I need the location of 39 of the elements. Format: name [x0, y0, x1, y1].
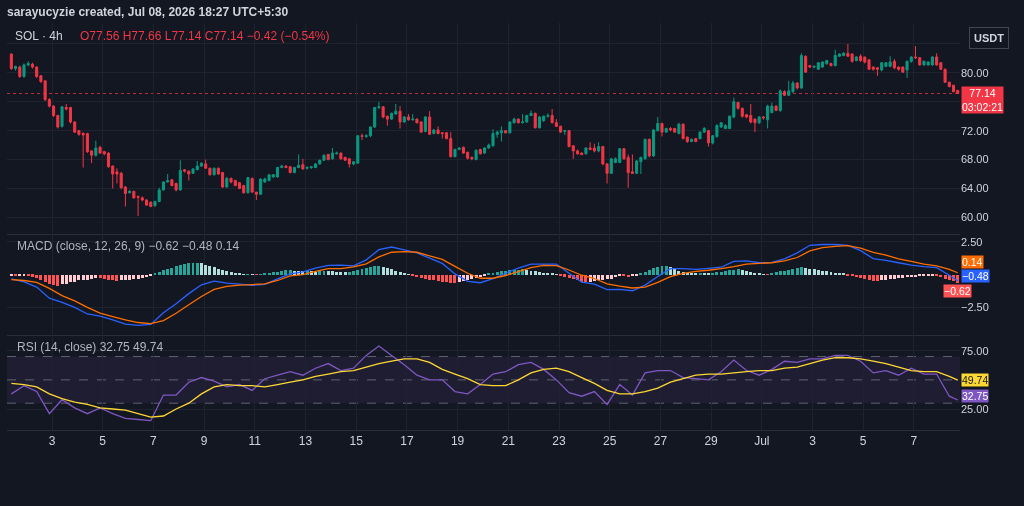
data-label: 32.75 [962, 390, 989, 402]
x-tick-label: 5 [859, 434, 867, 449]
x-tick-label: 19 [450, 434, 465, 449]
data-label: 0.14 [962, 256, 983, 268]
annotation: MACD (close, 12, 26, 9) −0.62 −0.48 0.14 [17, 239, 240, 253]
data-label: 49.74 [962, 374, 989, 386]
x-tick-label: 5 [99, 434, 107, 449]
y-tick-label: 60.00 [961, 211, 989, 224]
x-tick-label: 17 [400, 434, 414, 449]
text: sarayucyzie created, Jul 08, 2026 18:27 UTC+5:30 [7, 5, 289, 19]
y-tick-label: 68.00 [961, 153, 989, 166]
x-tick-label: 21 [501, 434, 516, 449]
x-tick-label: 7 [910, 434, 918, 449]
x-tick-label: 23 [552, 434, 566, 449]
x-tick-label: 3 [809, 434, 817, 449]
x-tick-label: Jul [754, 434, 770, 449]
y-tick-label: 2.50 [961, 235, 983, 248]
x-tick-label: 9 [200, 434, 208, 449]
x-tick-label: 11 [248, 434, 262, 449]
text: SOL · 4h [15, 29, 63, 44]
data-label: −0.62 [944, 285, 971, 297]
y-tick-label: 64.00 [961, 182, 989, 195]
annotation: RSI (14, close) 32.75 49.74 [17, 340, 164, 354]
y-tick-label: 80.00 [961, 66, 989, 79]
y-axis-title: USDT [974, 32, 1005, 44]
x-tick-label: 25 [603, 434, 617, 449]
y-tick-label: 25.00 [961, 402, 989, 415]
x-tick-label: 3 [48, 434, 56, 449]
text: O77.56 H77.66 L77.14 C77.14 −0.42 (−0.54%) [80, 29, 330, 43]
x-tick-label: 15 [349, 434, 364, 449]
y-tick-label: 72.00 [961, 124, 989, 137]
y-tick-label: −2.50 [961, 301, 989, 314]
ref-line-label: 77.14 03:02:21 [962, 87, 1004, 113]
data-label: −0.48 [962, 270, 989, 282]
x-tick-label: 27 [653, 434, 668, 449]
x-tick-label: 29 [704, 434, 719, 449]
y-tick-label: 75.00 [961, 344, 989, 357]
x-tick-label: 7 [150, 434, 158, 449]
x-tick-label: 13 [298, 434, 313, 449]
